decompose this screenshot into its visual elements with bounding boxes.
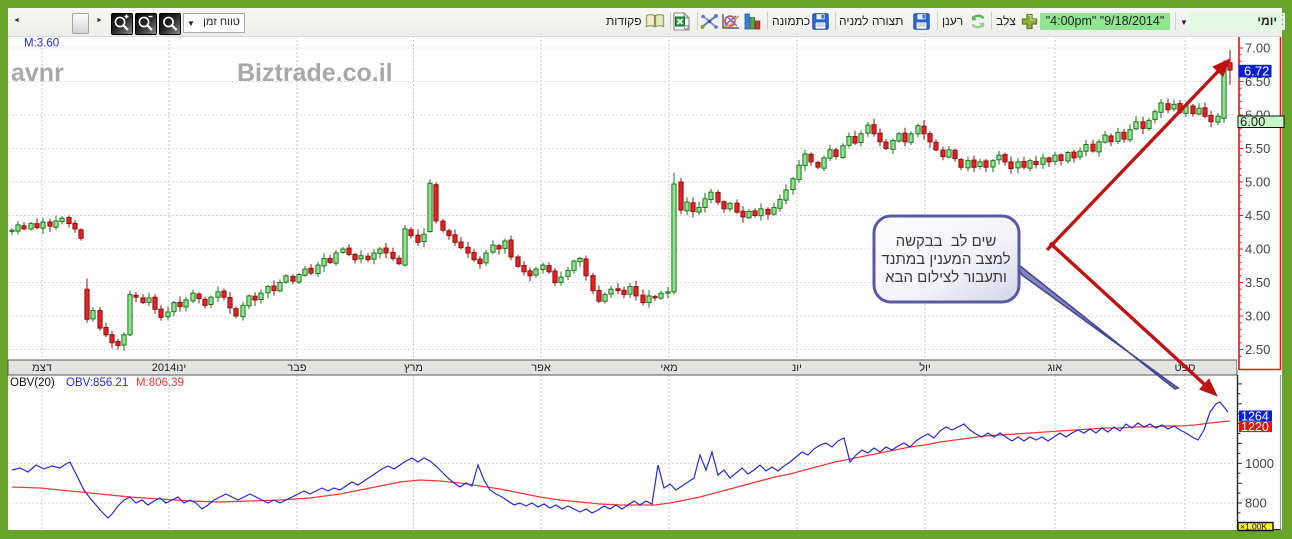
svg-text:אפר: אפר — [531, 362, 551, 374]
svg-text:יונ: יונ — [792, 362, 802, 374]
svg-text:Biztrade.co.il: Biztrade.co.il — [237, 59, 393, 87]
svg-text:5.50: 5.50 — [1245, 141, 1270, 156]
svg-text:דצמ: דצמ — [32, 362, 52, 374]
svg-text:M:3.60: M:3.60 — [24, 38, 59, 50]
svg-text:7.00: 7.00 — [1245, 41, 1270, 56]
svg-text:1220: 1220 — [1241, 420, 1269, 434]
svg-text:3.50: 3.50 — [1245, 275, 1270, 290]
svg-text:למצב המענין במתנד: למצב המענין במתנד — [881, 251, 1010, 268]
svg-text:avnr: avnr — [11, 59, 64, 87]
svg-text:פבר: פבר — [287, 362, 306, 374]
svg-text:2.50: 2.50 — [1245, 342, 1270, 357]
svg-text:1000: 1000 — [1245, 456, 1274, 471]
svg-text:ותעבור לצילום הבא: ותעבור לצילום הבא — [885, 269, 1007, 286]
svg-text:6.00: 6.00 — [1240, 114, 1265, 129]
svg-text:×1.00K: ×1.00K — [1240, 522, 1268, 532]
svg-text:3.00: 3.00 — [1245, 309, 1270, 324]
svg-text:מרץ: מרץ — [404, 362, 423, 374]
svg-text:OBV:856.21: OBV:856.21 — [66, 377, 128, 389]
svg-text:מאי: מאי — [660, 362, 677, 374]
svg-text:OBV(20): OBV(20) — [10, 377, 55, 389]
svg-text:יול: יול — [919, 361, 931, 374]
svg-text:4.00: 4.00 — [1245, 242, 1270, 257]
svg-text:2014ינו: 2014ינו — [152, 362, 186, 374]
svg-text:M:806.39: M:806.39 — [136, 377, 184, 389]
svg-text:אוג: אוג — [1048, 362, 1063, 374]
svg-text:800: 800 — [1245, 496, 1267, 511]
svg-text:1264: 1264 — [1241, 409, 1269, 423]
svg-text:6.50: 6.50 — [1245, 74, 1270, 89]
svg-text:6.72: 6.72 — [1244, 63, 1269, 78]
svg-text:5.00: 5.00 — [1245, 175, 1270, 190]
svg-text:4.50: 4.50 — [1245, 208, 1270, 223]
svg-text:שים לב בבקשה: שים לב בבקשה — [896, 233, 997, 250]
